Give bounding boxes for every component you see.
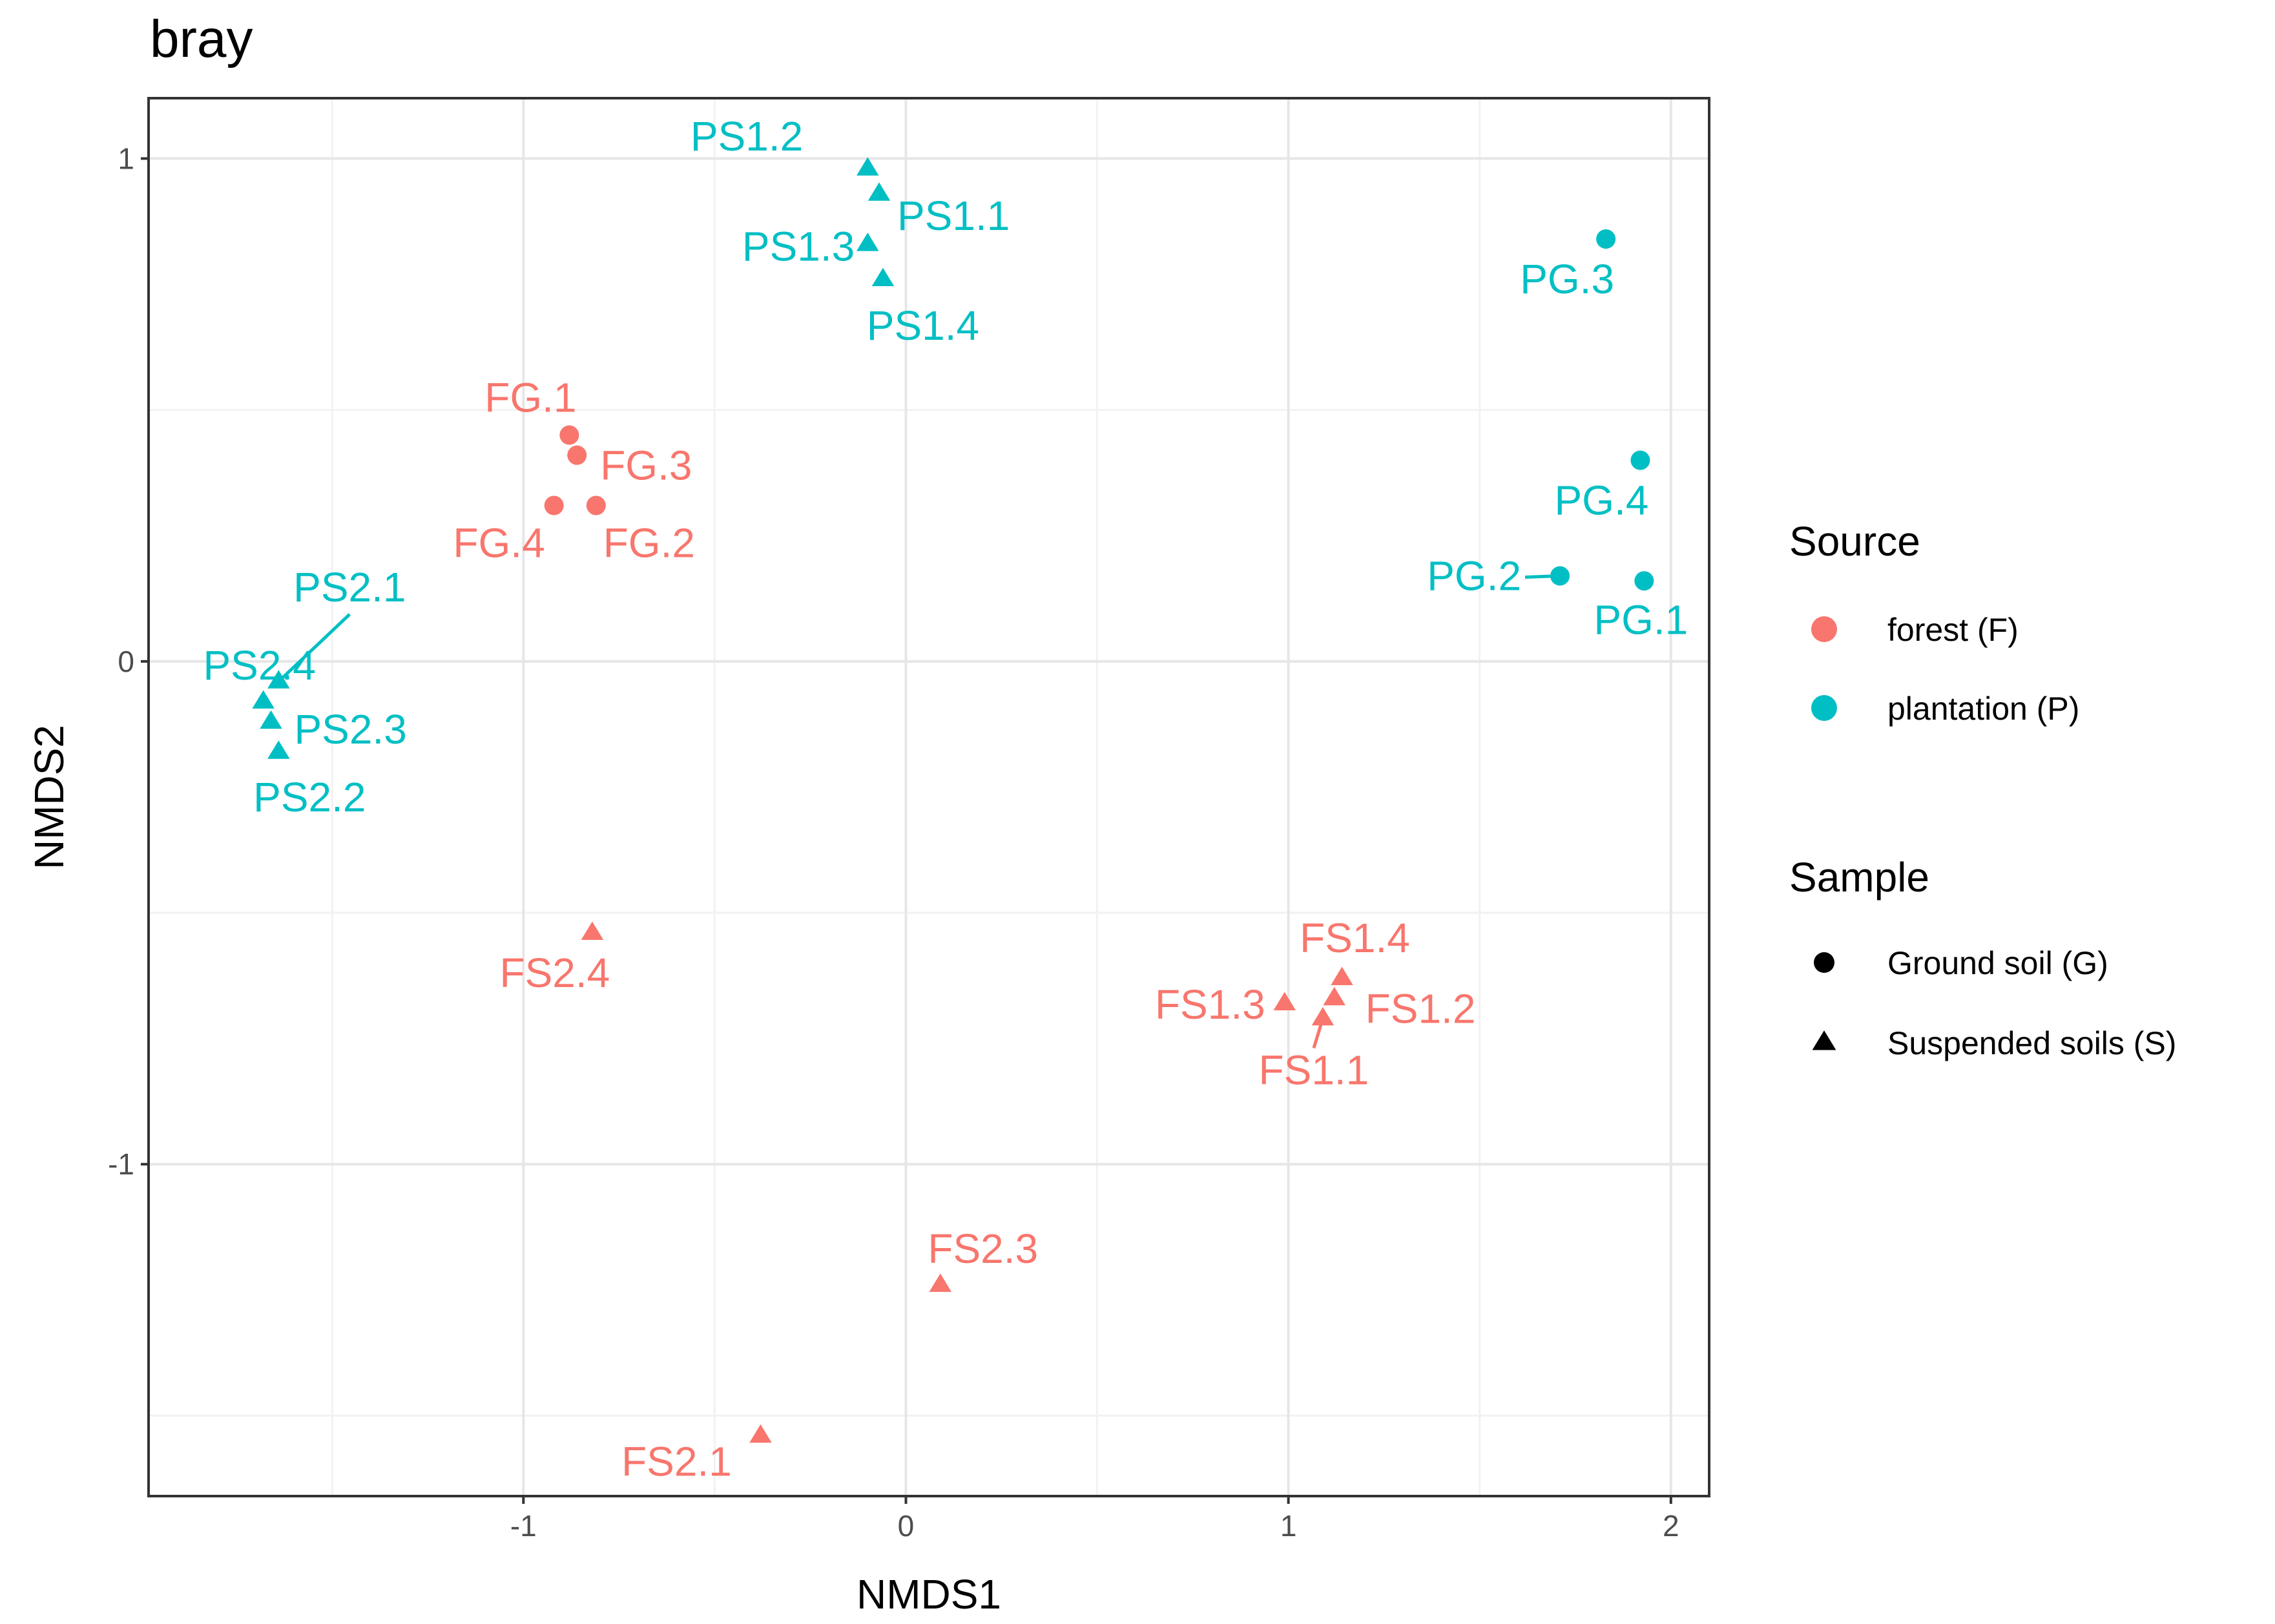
label-fg-2: FG.2 <box>603 520 695 567</box>
leader-line-ps2-1 <box>277 613 351 683</box>
point-ps1-1 <box>867 182 891 201</box>
legend-label-forest: forest (F) <box>1887 612 2019 648</box>
label-fs1-4: FS1.4 <box>1300 915 1410 961</box>
point-ps2-3 <box>260 710 282 729</box>
point-fs2-4 <box>581 921 604 941</box>
label-ps1-3: PS1.3 <box>742 224 855 270</box>
legend-title-sample: Sample <box>1789 854 1929 900</box>
point-ps2-4 <box>252 690 275 709</box>
label-fs2-3: FS2.3 <box>928 1225 1038 1272</box>
label-fg-1: FG.1 <box>484 375 576 421</box>
data-points <box>252 157 1654 1443</box>
point-pg-1 <box>1634 571 1654 591</box>
x-axis-title: NMDS1 <box>857 1571 1001 1618</box>
label-ps2-1: PS2.1 <box>293 564 406 610</box>
label-fg-4: FG.4 <box>453 520 545 567</box>
x-tick-label: 0 <box>898 1509 915 1543</box>
label-pg-3: PG.3 <box>1520 256 1614 302</box>
legend-label-plantation: plantation (P) <box>1887 691 2079 727</box>
label-fs2-1: FS2.1 <box>621 1439 732 1485</box>
point-ps2-2 <box>267 740 290 759</box>
point-fs1-1 <box>1311 1006 1335 1026</box>
label-fs1-1: FS1.1 <box>1259 1047 1369 1094</box>
chart-title: bray <box>150 10 253 68</box>
label-fs1-2: FS1.2 <box>1366 985 1476 1032</box>
label-pg-4: PG.4 <box>1554 477 1648 523</box>
point-ps1-2 <box>857 157 879 176</box>
y-tick-label: 0 <box>118 645 134 678</box>
x-tick-label: 2 <box>1663 1509 1679 1543</box>
point-fs2-3 <box>929 1273 952 1292</box>
point-ps1-4 <box>871 267 895 287</box>
point-ps1-3 <box>857 233 879 251</box>
label-ps1-1: PS1.1 <box>897 193 1010 239</box>
y-axis-title: NMDS2 <box>26 725 72 869</box>
point-fs1-3 <box>1273 992 1296 1010</box>
x-tick-label: 1 <box>1280 1509 1297 1543</box>
point-pg-2 <box>1550 566 1570 586</box>
label-ps1-2: PS1.2 <box>691 113 803 160</box>
legend: Source forest (F) plantation (P) Sample G… <box>1789 518 2176 1061</box>
legend-key-forest <box>1811 616 1837 642</box>
label-pg-1: PG.1 <box>1594 596 1688 643</box>
label-ps2-4: PS2.4 <box>203 642 315 689</box>
point-fg-2 <box>586 495 606 515</box>
point-labels: PS1.2 PS1.1 PS1.3 PS1.4 PG.3 PG.4 PG.2 PG.1 PS2.… <box>203 113 1688 1485</box>
panel-border <box>147 97 1710 1497</box>
legend-key-plantation <box>1811 695 1837 721</box>
point-ps2-1 <box>267 670 290 689</box>
label-fs2-4: FS2.4 <box>500 950 610 996</box>
point-fs1-4 <box>1331 966 1353 986</box>
point-pg-4 <box>1630 450 1650 470</box>
legend-label-g: Ground soil (G) <box>1887 945 2108 981</box>
point-fg-3 <box>567 445 587 465</box>
x-tick-label: -1 <box>510 1509 537 1543</box>
y-tick-label: -1 <box>108 1147 134 1181</box>
legend-key-g <box>1814 952 1834 973</box>
label-pg-2: PG.2 <box>1427 552 1521 599</box>
axis-ticks: -1 0 1 2 1 0 -1 <box>108 141 1679 1543</box>
legend-label-s: Suspended soils (S) <box>1887 1025 2176 1061</box>
point-fg-4 <box>544 495 564 515</box>
label-ps2-3: PS2.3 <box>294 706 406 753</box>
label-ps1-4: PS1.4 <box>867 302 979 349</box>
point-fg-1 <box>559 425 579 445</box>
grid <box>149 98 1709 1496</box>
point-fs2-1 <box>749 1424 772 1443</box>
label-leader-lines <box>277 574 1561 1049</box>
legend-title-source: Source <box>1789 518 1920 565</box>
label-fs1-3: FS1.3 <box>1155 981 1265 1028</box>
label-fg-3: FG.3 <box>600 442 692 489</box>
legend-key-s <box>1812 1030 1836 1050</box>
label-ps2-2: PS2.2 <box>253 774 366 820</box>
point-pg-3 <box>1596 229 1616 249</box>
point-fs1-2 <box>1323 986 1345 1006</box>
y-tick-label: 1 <box>118 141 134 175</box>
